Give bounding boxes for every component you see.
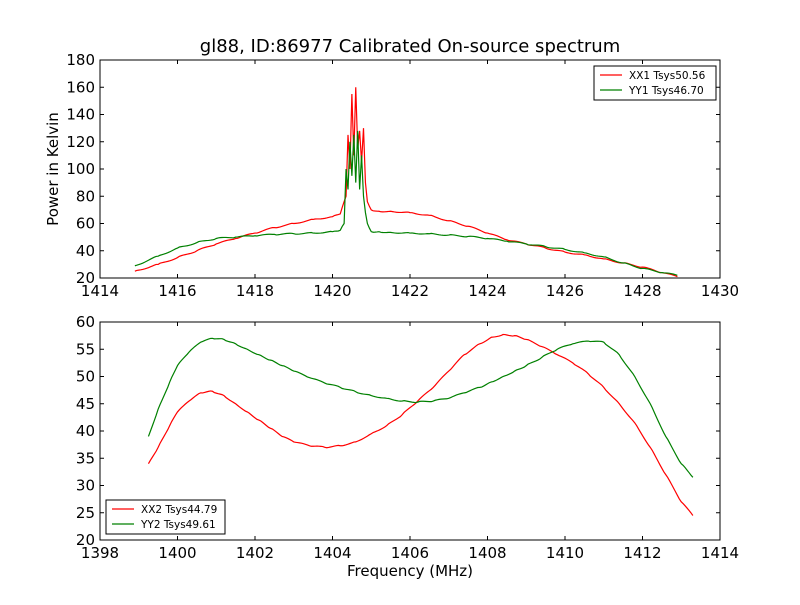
legend-label: XX1 Tsys50.56 xyxy=(629,70,706,82)
legend-box xyxy=(105,499,226,535)
x-tick-label: 1410 xyxy=(546,544,584,562)
y-tick-label: 120 xyxy=(66,133,95,151)
x-tick-label: 1400 xyxy=(158,544,196,562)
chart-panel-top: 1414 1416 1418 1420 1422 1424 1426 1428 1430 20 40… xyxy=(44,51,739,300)
series-line-yy1 xyxy=(134,130,678,276)
y-tick-label: 20 xyxy=(76,531,95,549)
x-tick-label: 1418 xyxy=(236,282,274,300)
x-tick-label: 1404 xyxy=(313,544,351,562)
y-tick-label: 35 xyxy=(76,449,95,467)
y-tick-label: 45 xyxy=(76,395,95,413)
x-tick-label: 1420 xyxy=(313,282,351,300)
x-tick-label: 1414 xyxy=(81,282,119,300)
legend-label: XX2 Tsys44.79 xyxy=(141,504,217,516)
x-tick-label: 1424 xyxy=(468,282,506,300)
x-tick-label: 1398 xyxy=(81,544,119,562)
y-tick-label: 50 xyxy=(76,368,95,386)
x-tick-label: 1414 xyxy=(701,544,739,562)
y-tick-label: 55 xyxy=(76,340,95,358)
x-tick-label: 1428 xyxy=(623,282,661,300)
x-tick-label: 1406 xyxy=(391,544,429,562)
y-tick-label: 30 xyxy=(76,477,95,495)
legend-label: YY2 Tsys49.61 xyxy=(140,519,216,531)
x-tick-label: 1416 xyxy=(158,282,196,300)
series-line-yy2 xyxy=(147,337,694,478)
legend-box xyxy=(593,65,717,101)
y-axis-label: Power in Kelvin xyxy=(44,112,62,226)
series-line-xx1 xyxy=(134,87,678,278)
x-tick-label: 1422 xyxy=(391,282,429,300)
y-tick-label: 100 xyxy=(66,160,95,178)
y-tick-label: 60 xyxy=(76,215,95,233)
y-tick-label: 60 xyxy=(76,313,95,331)
legend-label: YY1 Tsys46.70 xyxy=(628,85,704,97)
chart-panel-bottom: 1398 1400 1402 1404 1406 1408 1410 1412 1414 20 25… xyxy=(76,313,739,580)
y-tick-label: 40 xyxy=(76,422,95,440)
series-line-xx2 xyxy=(147,333,694,516)
legend: XX1 Tsys50.56 YY1 Tsys46.70 xyxy=(593,65,717,101)
x-tick-label: 1430 xyxy=(701,282,739,300)
chart-title: gl88, ID:86977 Calibrated On-source spec… xyxy=(200,36,620,57)
y-tick-label: 140 xyxy=(66,106,95,124)
y-tick-label: 180 xyxy=(66,51,95,69)
x-tick-label: 1426 xyxy=(546,282,584,300)
x-tick-label: 1408 xyxy=(468,544,506,562)
x-tick-label: 1402 xyxy=(236,544,274,562)
y-tick-label: 20 xyxy=(76,269,95,287)
y-tick-label: 40 xyxy=(76,242,95,260)
x-tick-label: 1412 xyxy=(623,544,661,562)
y-tick-label: 160 xyxy=(66,78,95,96)
x-axis-label: Frequency (MHz) xyxy=(347,562,473,580)
y-tick-label: 25 xyxy=(76,504,95,522)
legend: XX2 Tsys44.79 YY2 Tsys49.61 xyxy=(105,499,226,535)
y-tick-label: 80 xyxy=(76,187,95,205)
